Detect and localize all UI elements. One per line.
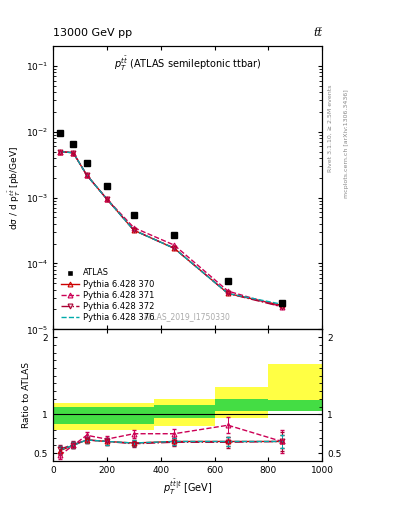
Text: $p_T^{t\bar{t}}$ (ATLAS semileptonic ttbar): $p_T^{t\bar{t}}$ (ATLAS semileptonic ttb… (114, 55, 261, 73)
Legend: ATLAS, Pythia 6.428 370, Pythia 6.428 371, Pythia 6.428 372, Pythia 6.428 376: ATLAS, Pythia 6.428 370, Pythia 6.428 37… (57, 265, 158, 325)
Text: Rivet 3.1.10, ≥ 2.5M events: Rivet 3.1.10, ≥ 2.5M events (328, 84, 333, 172)
Text: tt̅: tt̅ (313, 28, 322, 38)
Y-axis label: Ratio to ATLAS: Ratio to ATLAS (22, 362, 31, 428)
Text: 13000 GeV pp: 13000 GeV pp (53, 28, 132, 38)
Text: ATLAS_2019_I1750330: ATLAS_2019_I1750330 (144, 312, 231, 321)
X-axis label: $p_T^{t\bar{t}|t}$ [GeV]: $p_T^{t\bar{t}|t}$ [GeV] (163, 477, 212, 497)
Y-axis label: dσ / d p$_T^{t\bar{t}}$ [pb/GeV]: dσ / d p$_T^{t\bar{t}}$ [pb/GeV] (7, 146, 23, 230)
Text: mcplots.cern.ch [arXiv:1306.3436]: mcplots.cern.ch [arXiv:1306.3436] (344, 89, 349, 198)
